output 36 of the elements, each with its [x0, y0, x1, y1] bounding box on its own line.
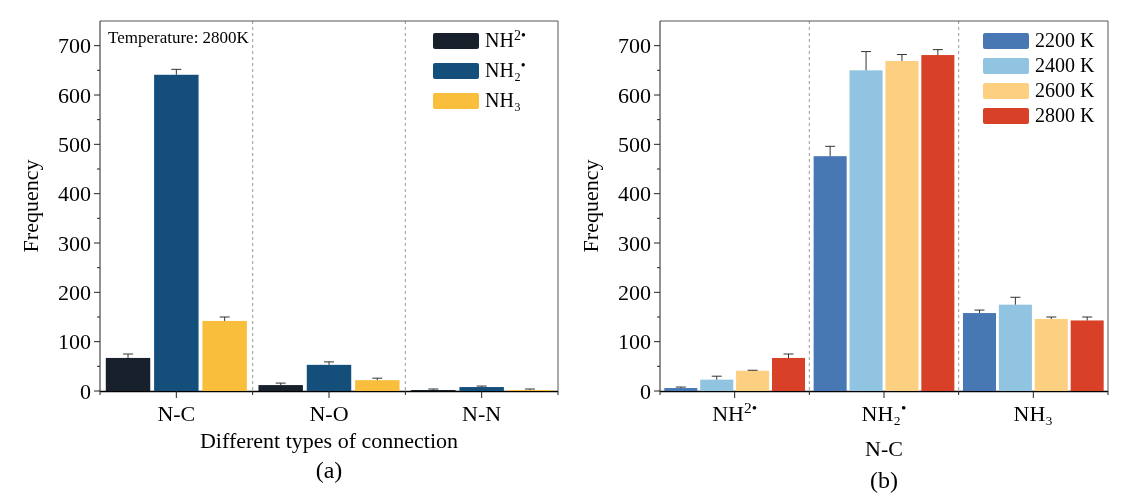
legend-label: NH$^{2•}$ — [485, 27, 526, 51]
y-tick-label: 600 — [58, 82, 91, 108]
legend-label: 2400 K — [1035, 54, 1095, 76]
y-tick-label: 0 — [80, 378, 91, 404]
y-tick-label: 300 — [618, 230, 651, 256]
y-tick-label: 700 — [58, 33, 91, 59]
x-tick-label: N-N — [462, 401, 502, 426]
legend-label: 2200 K — [1035, 29, 1095, 51]
annotation: Temperature: 2800K — [108, 28, 250, 47]
y-axis-title: Frequency — [18, 159, 43, 253]
legend-label: 2800 K — [1035, 104, 1095, 126]
y-tick-label: 100 — [618, 329, 651, 355]
x-tick-label: NH₂$^{•}$ — [861, 398, 907, 426]
x-tick-label: N-C — [157, 401, 196, 426]
y-axis-title: Frequency — [578, 159, 603, 253]
y-tick-label: 300 — [58, 230, 91, 256]
y-tick-label: 400 — [58, 181, 91, 207]
text: (a) — [315, 457, 343, 483]
y-tick-label: 100 — [58, 329, 91, 355]
y-tick-label: 200 — [58, 280, 91, 306]
text: (b) — [870, 467, 898, 493]
legend-label: 2600 K — [1035, 79, 1095, 101]
x-tick-label: NH$^{2•}$ — [712, 398, 758, 426]
legend-label: NH₃ — [485, 89, 521, 111]
x-axis-title: N-C — [865, 436, 903, 461]
y-tick-label: 700 — [618, 33, 651, 59]
x-tick-label: NH₃ — [1013, 401, 1054, 426]
y-tick-label: 600 — [618, 82, 651, 108]
y-tick-label: 500 — [58, 132, 91, 158]
x-tick-label: N-O — [309, 401, 349, 426]
legend-label: NH₂$^{•}$ — [485, 57, 526, 81]
y-tick-label: 400 — [618, 181, 651, 207]
y-tick-label: 0 — [640, 378, 651, 404]
x-axis-title: Different types of connection — [199, 428, 459, 453]
y-tick-label: 200 — [618, 280, 651, 306]
y-tick-label: 500 — [618, 132, 651, 158]
